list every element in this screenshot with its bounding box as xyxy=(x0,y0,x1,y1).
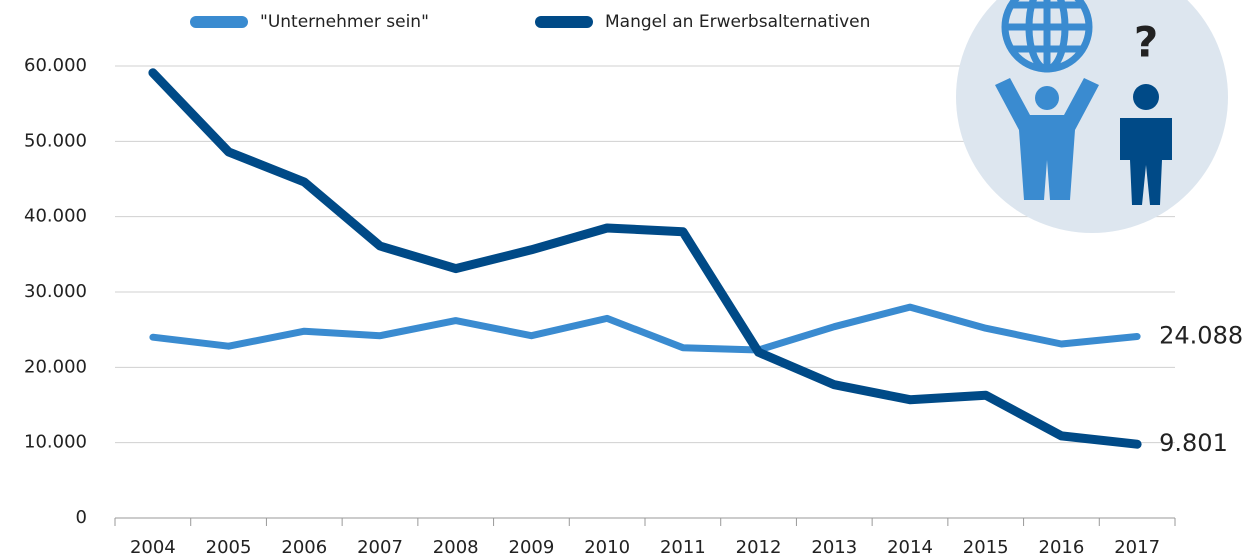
person-light xyxy=(995,78,1099,200)
y-tick-label: 20.000 xyxy=(24,356,87,377)
series-line xyxy=(149,303,1141,354)
x-tick-label: 2013 xyxy=(811,537,857,558)
value-label: 24.088 xyxy=(1159,322,1243,350)
legend-label: Mangel an Erwerbsalternativen xyxy=(605,12,870,32)
x-tick-label: 2015 xyxy=(963,537,1009,558)
x-tick-label: 2004 xyxy=(130,537,176,558)
x-tick-label: 2009 xyxy=(509,537,555,558)
y-tick-label: 40.000 xyxy=(24,206,87,227)
y-tick-label: 60.000 xyxy=(24,55,87,76)
grid xyxy=(114,65,1176,526)
x-tick-label: 2012 xyxy=(736,537,782,558)
x-tick-label: 2006 xyxy=(281,537,327,558)
x-tick-label: 2008 xyxy=(433,537,479,558)
person-dark: ? xyxy=(1120,18,1172,205)
x-tick-label: 2010 xyxy=(584,537,630,558)
y-tick-label: 30.000 xyxy=(24,281,87,302)
y-tick-label: 0 xyxy=(76,507,87,528)
legend-label: "Unternehmer sein" xyxy=(260,12,429,32)
y-tick-label: 10.000 xyxy=(24,432,87,453)
y-tick-label: 50.000 xyxy=(24,130,87,151)
x-tick-label: 2005 xyxy=(206,537,252,558)
x-tick-label: 2007 xyxy=(357,537,403,558)
value-label: 9.801 xyxy=(1159,429,1228,457)
x-tick-label: 2014 xyxy=(887,537,933,558)
x-tick-label: 2017 xyxy=(1114,537,1160,558)
question-mark: ? xyxy=(1134,18,1158,67)
globe xyxy=(1001,0,1093,73)
x-tick-label: 2011 xyxy=(660,537,706,558)
icon: ? xyxy=(956,0,1228,233)
x-tick-label: 2016 xyxy=(1039,537,1085,558)
series-line xyxy=(148,68,1142,449)
icon-circle xyxy=(956,0,1228,233)
